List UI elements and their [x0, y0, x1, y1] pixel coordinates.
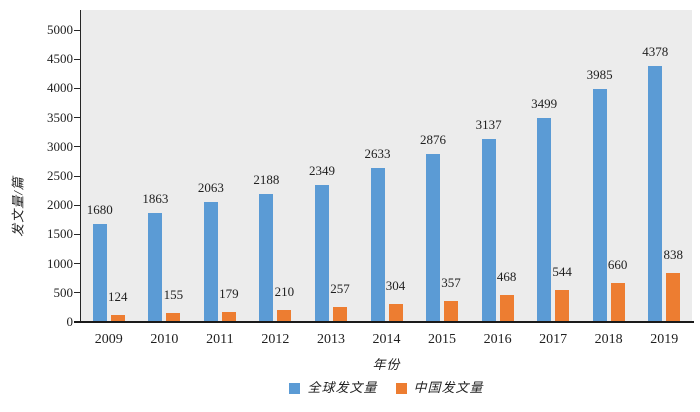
y-tick — [74, 117, 80, 119]
bar-value-label: 2349 — [308, 163, 335, 178]
bar-value-label: 838 — [663, 247, 683, 262]
x-tick-label-2009: 2009 — [94, 332, 123, 347]
bar-global-2015 — [426, 154, 441, 322]
y-tick — [74, 175, 80, 177]
bar-value-label: 179 — [219, 286, 239, 301]
bar-global-2018 — [592, 89, 607, 322]
y-tick-label: 1500 — [47, 226, 73, 242]
x-axis-title: 年份 — [372, 357, 401, 372]
bar-value-label: 1680 — [86, 202, 113, 217]
bar-value-label: 2876 — [420, 132, 447, 147]
bar-china-2016 — [499, 295, 514, 322]
x-tick-label-2012: 2012 — [261, 332, 290, 347]
y-tick — [74, 263, 80, 265]
y-tick-label: 5000 — [47, 22, 73, 37]
bar-value-label: 1863 — [142, 191, 169, 206]
y-axis-title: 发文量/篇 — [10, 176, 26, 237]
plot-area: 1680 124 1863 155 2063 179 2188 210 2349 257 2633 3… — [81, 10, 692, 322]
bar-value-label: 3137 — [475, 117, 502, 132]
x-tick-label-2014: 2014 — [372, 332, 401, 347]
x-tick-label-2015: 2015 — [428, 332, 457, 347]
y-tick — [74, 87, 80, 89]
legend-label: 全球发文量 — [307, 380, 378, 395]
y-tick-label: 3000 — [47, 138, 73, 154]
bar-value-label: 3985 — [586, 67, 613, 82]
y-tick-label: 0 — [66, 314, 74, 329]
bar-value-label: 3499 — [531, 96, 558, 111]
y-tick-label: 2000 — [47, 197, 73, 213]
bar-global-2010 — [148, 213, 163, 322]
bar-china-2009 — [110, 315, 125, 322]
y-tick — [74, 292, 80, 294]
bar-global-2017 — [537, 118, 552, 322]
legend: 全球发文量 中国发文量 — [81, 381, 692, 395]
bar-china-2017 — [555, 290, 570, 322]
x-tick-label-2013: 2013 — [316, 332, 345, 347]
bar-global-2014 — [370, 168, 385, 322]
bar-value-label: 210 — [274, 284, 295, 299]
bar-global-2019 — [648, 66, 663, 322]
bar-china-2013 — [332, 307, 347, 322]
y-tick-label: 3500 — [47, 109, 73, 125]
y-tick — [74, 146, 80, 148]
y-tick — [74, 233, 80, 235]
legend-item: 中国发文量 — [395, 380, 484, 395]
x-tick-label-2016: 2016 — [483, 332, 512, 347]
x-tick-label-2019: 2019 — [650, 332, 679, 347]
bar-global-2016 — [481, 139, 496, 322]
bar-china-2018 — [610, 283, 625, 322]
y-tick-label: 1000 — [47, 255, 73, 271]
bar-china-2012 — [277, 310, 292, 322]
y-tick-label: 500 — [53, 284, 74, 300]
bar-global-2012 — [259, 194, 274, 322]
bar-value-label: 2063 — [197, 180, 224, 195]
bar-value-label: 544 — [552, 264, 572, 279]
y-tick-label: 2500 — [47, 168, 73, 183]
bar-value-label: 304 — [385, 278, 406, 293]
bar-global-2009 — [92, 224, 107, 322]
bar-china-2010 — [166, 313, 181, 322]
legend-label: 中国发文量 — [413, 380, 484, 395]
bar-value-label: 257 — [330, 281, 350, 296]
bar-value-label: 4378 — [642, 44, 669, 59]
bar-value-label: 124 — [108, 289, 128, 304]
bar-value-label: 2188 — [253, 172, 280, 187]
x-tick-label-2011: 2011 — [206, 332, 234, 347]
legend-item: 全球发文量 — [289, 381, 377, 395]
bar-china-2015 — [444, 301, 459, 322]
bar-china-2014 — [388, 304, 403, 322]
bar-value-label: 660 — [607, 257, 628, 272]
y-axis-line — [80, 10, 81, 322]
bar-china-2019 — [666, 273, 681, 322]
y-tick-label: 4000 — [47, 80, 73, 96]
legend-swatch-icon — [289, 382, 301, 394]
x-tick-label-2017: 2017 — [539, 332, 568, 347]
bar-value-label: 155 — [163, 287, 184, 302]
legend-swatch-icon — [395, 382, 407, 394]
bar-global-2013 — [314, 185, 329, 322]
bar-value-label: 2633 — [364, 146, 391, 161]
y-tick — [74, 29, 80, 31]
y-tick — [74, 58, 80, 60]
bar-global-2011 — [203, 202, 218, 322]
y-tick-label: 4500 — [47, 51, 73, 67]
x-tick-label-2010: 2010 — [150, 332, 179, 347]
x-tick-label-2018: 2018 — [594, 332, 623, 347]
bar-value-label: 357 — [441, 275, 461, 290]
x-axis-line — [74, 321, 694, 323]
bar-value-label: 468 — [496, 269, 517, 284]
bar-china-2011 — [221, 312, 236, 322]
y-tick — [74, 204, 80, 206]
